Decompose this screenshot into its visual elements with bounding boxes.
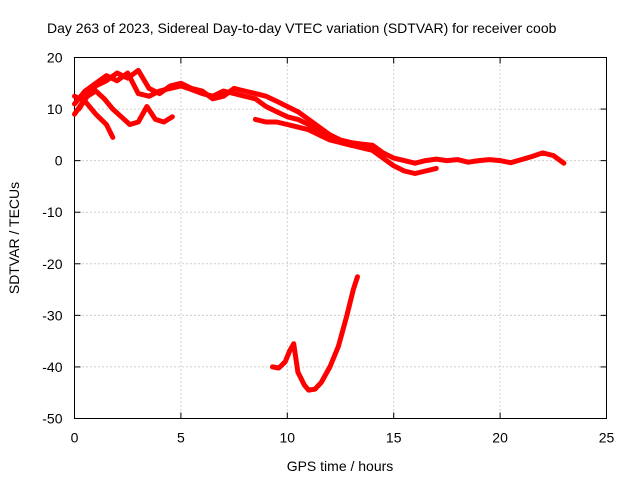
x-tick-label: 10 — [280, 430, 296, 446]
axis-ticks: 0 5 10 15 20 25 -50 -40 -30 -20 -10 0 10 20 — [42, 50, 614, 446]
y-tick-label: -20 — [42, 256, 62, 272]
y-tick-label: 10 — [47, 101, 63, 117]
x-tick-label: 0 — [71, 430, 79, 446]
grid — [74, 57, 607, 419]
y-axis-label: SDTVAR / TECUs — [6, 182, 22, 294]
series-group — [72, 67, 567, 393]
y-tick-label: 20 — [47, 50, 63, 66]
x-tick-label: 15 — [386, 430, 402, 446]
x-tick-label: 20 — [492, 430, 508, 446]
y-tick-label: -50 — [42, 411, 62, 427]
y-tick-label: -30 — [42, 307, 62, 323]
y-tick-label: -40 — [42, 359, 62, 375]
y-tick-label: -10 — [42, 204, 62, 220]
plot-frame — [74, 57, 607, 419]
series-line-track-5 — [252, 116, 439, 176]
series-line-track-3 — [72, 93, 116, 140]
y-tick-label: 0 — [55, 153, 63, 169]
series-line-track-6 — [269, 274, 360, 393]
series-line-track-4 — [76, 88, 175, 127]
x-tick-label: 25 — [599, 430, 615, 446]
series-line-track-2 — [72, 67, 375, 151]
x-axis-label: GPS time / hours — [287, 458, 394, 474]
chart-title: Day 263 of 2023, Sidereal Day-to-day VTE… — [47, 20, 557, 36]
x-tick-label: 5 — [177, 430, 185, 446]
